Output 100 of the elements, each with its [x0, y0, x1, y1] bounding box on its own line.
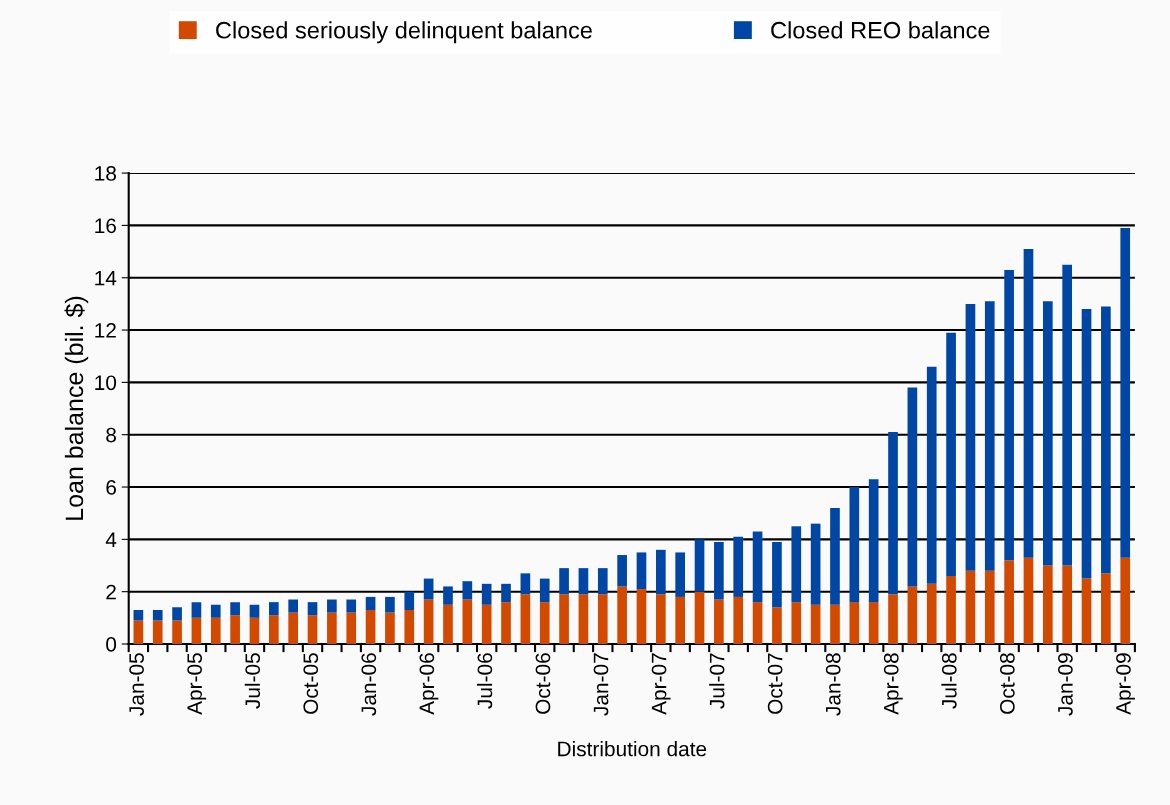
bar: [501, 583, 511, 603]
bar: [288, 612, 299, 644]
bar: [1101, 573, 1111, 644]
bar: [830, 507, 840, 605]
x-tick-label: Jul-08: [941, 653, 957, 709]
bar: [1023, 248, 1034, 558]
bar: [230, 615, 240, 644]
bar: [888, 432, 898, 595]
bar: [152, 609, 163, 621]
bar: [365, 596, 376, 610]
y-tick-label: 8: [106, 427, 116, 443]
bar: [617, 586, 627, 644]
bar: [1120, 228, 1131, 558]
y-tick-label: 18: [95, 166, 116, 181]
bar: [772, 607, 782, 644]
bar: [539, 578, 550, 603]
bar: [733, 596, 744, 644]
bar: [926, 583, 937, 644]
bar: [1042, 301, 1053, 566]
bar: [984, 570, 995, 644]
bar: [1004, 560, 1014, 644]
x-tick-label: Jul-05: [244, 653, 261, 709]
bar: [230, 602, 240, 616]
bar: [462, 599, 473, 644]
y-tick-label: 0: [106, 637, 117, 652]
x-tick-label: Apr-07: [651, 653, 671, 715]
bar: [327, 599, 337, 613]
bar: [327, 612, 337, 644]
bar: [481, 583, 492, 605]
bar: [597, 568, 608, 595]
bar: [559, 568, 569, 595]
bar: [385, 612, 395, 644]
bar: [288, 599, 299, 613]
x-tick-label: Apr-05: [187, 653, 207, 715]
bar: [984, 301, 995, 571]
bar: [868, 479, 879, 603]
bar: [946, 332, 956, 576]
bar: [849, 602, 860, 644]
bar: [888, 594, 898, 644]
bar: [926, 366, 937, 584]
bar: [675, 596, 686, 644]
y-axis-title: Loan balance (bil. $): [64, 296, 89, 520]
bar: [210, 617, 221, 644]
bar: [404, 591, 415, 610]
bar: [946, 575, 956, 644]
bar: [791, 602, 802, 644]
x-tick-label: Oct-05: [303, 653, 319, 714]
x-tick-label: Oct-06: [535, 653, 551, 714]
bar: [423, 599, 434, 644]
bar: [907, 586, 918, 644]
bar: [539, 602, 550, 644]
y-tick-label: 12: [95, 323, 116, 338]
bar: [655, 594, 666, 644]
bar: [443, 586, 453, 605]
bar: [501, 602, 511, 644]
bar: [636, 589, 647, 644]
x-tick-label: Oct-08: [999, 653, 1015, 714]
bar: [268, 602, 279, 616]
bar: [172, 620, 182, 644]
bar: [810, 604, 821, 644]
bar: [365, 609, 376, 644]
y-tick-label: 10: [95, 375, 117, 391]
bar: [578, 568, 589, 595]
y-tick-label: 16: [95, 218, 116, 234]
bar: [868, 602, 879, 644]
bar: [772, 541, 782, 608]
y-tick-label: 6: [106, 480, 116, 495]
bar: [210, 604, 221, 618]
bar: [752, 602, 763, 644]
bar: [714, 541, 724, 600]
y-tick-label: 2: [106, 584, 116, 600]
x-axis-title: Distribution date: [558, 741, 707, 757]
bar: [481, 604, 492, 644]
bar: [1004, 269, 1014, 561]
bar: [385, 596, 395, 613]
bar: [1062, 264, 1073, 566]
bar: [307, 615, 318, 644]
bar: [346, 599, 357, 613]
bar: [443, 604, 453, 644]
bar: [152, 620, 163, 644]
bar: [1081, 309, 1092, 579]
bar: [694, 591, 705, 644]
bar: [423, 578, 434, 600]
bar: [791, 526, 802, 603]
bar: [733, 536, 744, 597]
bar: [346, 612, 357, 644]
y-tick-label: 4: [105, 532, 117, 547]
bar: [520, 594, 531, 644]
bar: [597, 594, 608, 644]
bar: [133, 620, 144, 644]
bar: [404, 609, 415, 644]
bar: [1042, 565, 1053, 644]
bar: [1023, 557, 1034, 644]
x-tick-label: Jan-07: [593, 653, 609, 716]
x-tick-label: Jul-06: [476, 653, 493, 709]
bar: [694, 539, 705, 592]
legend-label: Closed seriously delinquent balance: [216, 21, 592, 44]
x-tick-label: Jan-09: [1058, 653, 1073, 716]
bar: [249, 604, 260, 618]
x-tick-label: Jan-06: [361, 653, 377, 716]
